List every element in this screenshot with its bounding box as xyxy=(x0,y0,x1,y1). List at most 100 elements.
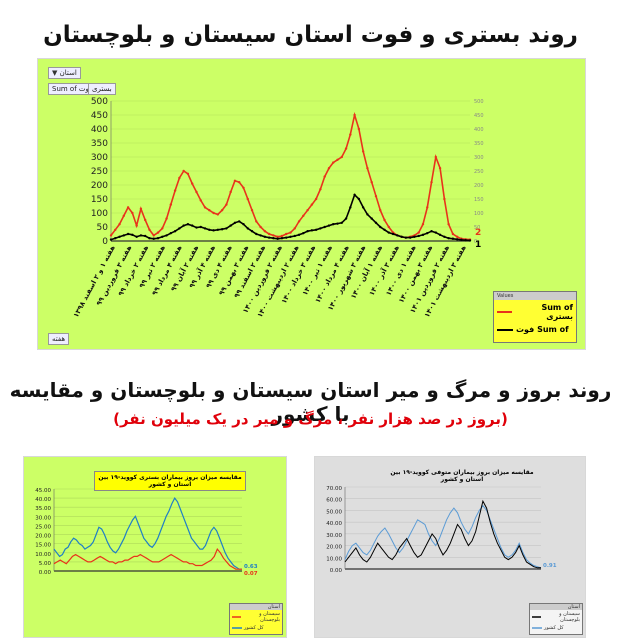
legend-line-deaths xyxy=(497,328,513,331)
data-point xyxy=(259,234,262,237)
data-point xyxy=(336,222,339,225)
legend-label-hospitalized: Sum of بستری xyxy=(541,303,573,321)
data-point xyxy=(255,220,258,223)
y2-tick-label: 400 xyxy=(474,127,484,133)
y-tick-label: 300 xyxy=(91,153,108,163)
data-point xyxy=(195,190,198,194)
data-point xyxy=(182,224,185,227)
incidence-legend: استان سیستان و بلوچستان کل کشور xyxy=(229,603,283,635)
data-point xyxy=(156,237,160,240)
y2-tick-label: 300 xyxy=(474,155,484,161)
data-point xyxy=(430,230,433,233)
mortality-legend: استان سیستان و بلوچستان کل کشور xyxy=(529,603,583,635)
top-chart-y2-ticks: 0 50 100 150 200 250 300 350 400 450 500 xyxy=(474,99,484,245)
data-point xyxy=(374,195,378,198)
data-point xyxy=(297,220,301,223)
data-point xyxy=(178,176,181,180)
week-field-button[interactable]: هفته xyxy=(48,333,70,345)
data-point xyxy=(285,232,288,236)
data-point xyxy=(383,218,386,222)
data-point xyxy=(220,209,224,212)
data-point xyxy=(366,213,369,216)
y-tick-label: 450 xyxy=(91,111,108,121)
data-point xyxy=(421,233,425,237)
data-point xyxy=(289,235,292,238)
y-tick-label: 350 xyxy=(91,139,108,149)
data-point xyxy=(238,220,241,223)
data-point xyxy=(357,127,361,131)
data-point xyxy=(169,231,173,235)
data-point xyxy=(306,230,309,233)
data-point xyxy=(233,221,237,224)
data-point xyxy=(451,237,455,240)
end-label-hospitalized: 2 xyxy=(475,228,481,238)
y-tick-label: 50 xyxy=(97,223,109,233)
data-point xyxy=(319,188,322,191)
y-tick-label: 30.00 xyxy=(326,533,342,539)
incidence-legend-item-province: سیستان و بلوچستان xyxy=(230,610,282,624)
data-point xyxy=(152,237,155,240)
legend-item-deaths: Sum of فوت xyxy=(494,324,576,335)
data-point xyxy=(186,172,190,175)
data-point xyxy=(203,227,207,230)
data-point xyxy=(319,227,322,230)
data-point xyxy=(426,206,429,209)
y2-tick-label: 200 xyxy=(474,183,484,189)
data-point xyxy=(255,232,258,236)
mortality-legend-item-country: کل کشور xyxy=(530,624,582,632)
bottom-section-subtitle: (بروز در صد هزار نفر ، مرگ و میر در یک م… xyxy=(113,410,508,428)
top-chart-title: روند بستری و فوت استان سیستان و بلوچستان xyxy=(43,22,578,48)
end-value-label: 0.07 xyxy=(244,571,258,577)
data-point xyxy=(272,237,275,240)
data-point xyxy=(208,228,211,231)
data-point xyxy=(361,206,365,209)
data-point xyxy=(229,224,232,227)
y-tick-label: 0.00 xyxy=(39,570,52,576)
data-point xyxy=(225,227,228,230)
data-point xyxy=(434,155,438,159)
data-point xyxy=(122,234,126,237)
data-point xyxy=(280,234,284,238)
legend-line-hospitalized xyxy=(497,311,513,313)
y-tick-label: 40.00 xyxy=(326,521,342,527)
data-point xyxy=(387,231,390,234)
y-tick-label: 30.00 xyxy=(35,515,51,521)
data-point xyxy=(246,197,249,201)
top-chart-lines: 21 xyxy=(109,111,481,250)
data-point xyxy=(374,221,378,224)
data-point xyxy=(156,231,160,234)
incidence-chart-gridlines xyxy=(53,488,242,572)
sum-deaths-field-button[interactable]: Sum of فوت xyxy=(48,83,97,95)
data-point xyxy=(143,234,147,238)
data-point xyxy=(199,199,202,202)
mortality-legend-label-country: کل کشور xyxy=(544,625,564,631)
data-point xyxy=(430,181,433,184)
legend-item-hospitalized: Sum of بستری xyxy=(494,300,576,324)
data-point xyxy=(148,228,151,231)
data-point xyxy=(203,206,207,209)
province-filter-button[interactable]: ▼ استان xyxy=(48,67,81,79)
data-point xyxy=(173,189,177,192)
data-point xyxy=(135,224,138,227)
data-point xyxy=(344,217,348,220)
data-point xyxy=(438,167,442,170)
mortality-chart-end-labels: 0.91 xyxy=(543,563,557,569)
data-point xyxy=(302,231,305,235)
data-point xyxy=(208,209,211,212)
y-tick-label: 20.00 xyxy=(35,534,51,540)
data-point xyxy=(216,228,220,231)
data-point xyxy=(327,224,331,227)
mortality-chart-gridlines xyxy=(344,486,541,570)
y-tick-label: 0.00 xyxy=(330,568,343,574)
data-point xyxy=(421,223,425,226)
data-point xyxy=(250,230,254,233)
data-point xyxy=(259,225,262,229)
data-point xyxy=(126,206,130,209)
incidence-legend-line-country xyxy=(232,627,242,629)
top-chart-y-ticks: 0 50 100 150 200 250 300 350 400 450 500 xyxy=(91,97,108,247)
hospitalized-field-button[interactable]: بستری xyxy=(88,83,116,95)
data-point xyxy=(220,228,224,231)
y-tick-label: 5.00 xyxy=(39,561,52,567)
top-chart-frame: 0 50 100 150 200 250 300 350 400 450 500 0 50 100 150… xyxy=(37,58,586,350)
